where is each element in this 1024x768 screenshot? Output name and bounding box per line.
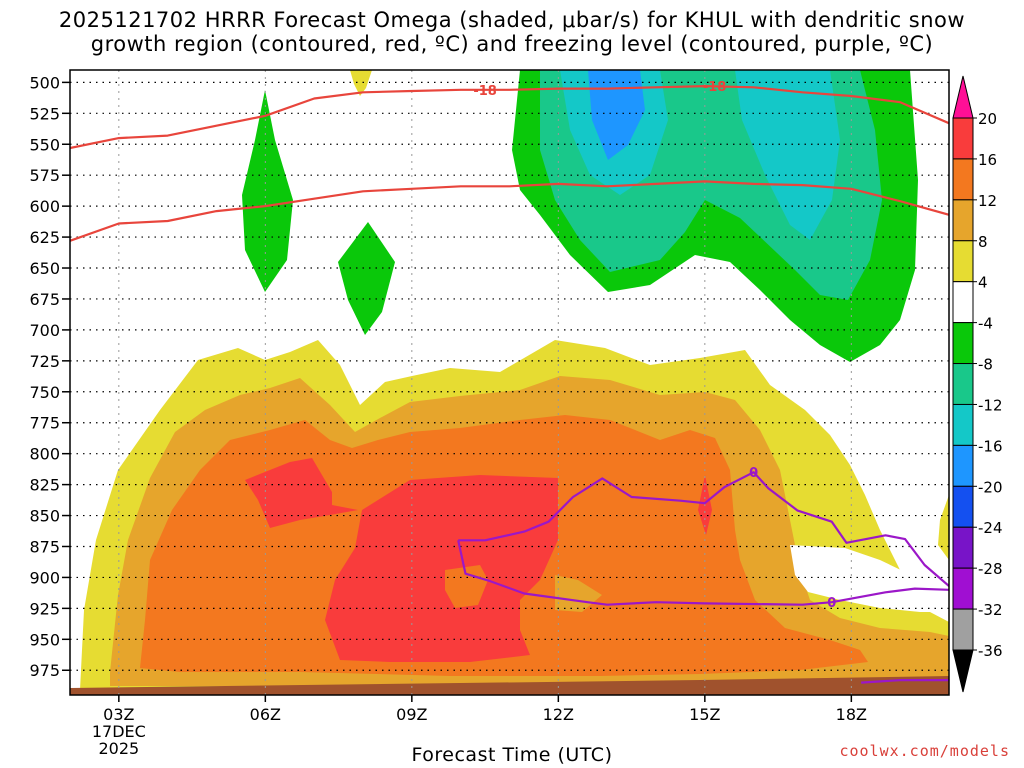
colorbar-swatch: [952, 117, 974, 160]
colorbar-swatch: [952, 240, 974, 283]
y-tick-label: 675: [29, 290, 60, 309]
omega-region-white-lower: [790, 545, 949, 612]
omega-yellow-edge: [938, 495, 949, 560]
omega-region-blue: [588, 70, 645, 160]
freezing-level-contour: [458, 471, 949, 587]
contour-lines: -18 -18 0 0: [70, 80, 949, 684]
chart-subtitle: growth region (contoured, red, ºC) and f…: [90, 32, 934, 56]
y-tick-label: 525: [29, 104, 60, 123]
y-tick-label: 875: [29, 537, 60, 556]
x-tick-label: 03Z: [103, 705, 134, 724]
y-tick-label: 650: [29, 259, 60, 278]
colorbar-swatch: [952, 403, 974, 446]
colorbar-swatch: [952, 526, 974, 569]
omega-small-green-2: [338, 222, 395, 335]
colorbar-swatch: [952, 485, 974, 528]
colorbar-label: 16: [978, 151, 997, 169]
colorbar-swatch: [952, 281, 974, 324]
colorbar: 20 16 12 8 4 -4 -8 -12 -16 -20 -24 -28 -32 -36: [952, 75, 1003, 693]
colorbar-swatch: [952, 322, 974, 365]
freezing-level-contour: [457, 540, 949, 606]
x-tick-label: 06Z: [250, 705, 281, 724]
plot-frame: [69, 69, 950, 696]
chart-title-block: 2025121702 HRRR Forecast Omega (shaded, …: [0, 8, 1024, 56]
colorbar-label: -4: [978, 315, 993, 333]
colorbar-swatch: [952, 363, 974, 405]
y-tick-label: 575: [29, 166, 60, 185]
colorbar-label: -12: [978, 396, 1003, 414]
y-tick-label: 625: [29, 228, 60, 247]
y-tick-label: 700: [29, 321, 60, 340]
y-tick-label: 550: [29, 135, 60, 154]
colorbar-label: -32: [978, 601, 1003, 619]
omega-small-yellow: [350, 70, 372, 96]
x-tick-label: 09Z: [396, 705, 427, 724]
colorbar-top-arrow: [952, 75, 974, 119]
omega-region-cyan-2: [735, 70, 840, 240]
colorbar-label: 12: [978, 192, 997, 210]
colorbar-bottom-arrow: [952, 649, 974, 693]
y-tick-label: 975: [29, 661, 60, 680]
y-tick-label: 925: [29, 599, 60, 618]
credit-text: coolwx.com/models: [839, 742, 1010, 760]
contour-label: 0: [827, 596, 836, 611]
colorbar-label: -16: [978, 437, 1003, 455]
y-tick-label: 900: [29, 568, 60, 587]
omega-region-red-1: [245, 458, 358, 528]
y-axis: 500 525 550 575 600 625 650 675 700 725 750 775 800 8…: [29, 73, 70, 680]
colorbar-label: -8: [978, 356, 993, 374]
x-date-sublabel: 17DEC: [92, 722, 146, 741]
freezing-level-contour: [861, 679, 949, 684]
chart-title: 2025121702 HRRR Forecast Omega (shaded, …: [58, 8, 966, 32]
omega-region-orange-hole: [445, 565, 488, 608]
y-tick-label: 750: [29, 383, 60, 402]
colorbar-swatch: [952, 158, 974, 201]
colorbar-label: -36: [978, 642, 1003, 660]
y-tick-label: 850: [29, 507, 60, 526]
omega-region-red-2: [325, 475, 558, 662]
x-axis-label: Forecast Time (UTC): [411, 744, 613, 766]
y-tick-label: 800: [29, 445, 60, 464]
colorbar-swatch: [952, 567, 974, 610]
x-tick-label: 18Z: [836, 705, 867, 724]
omega-small-green-1: [242, 90, 293, 292]
colorbar-swatch: [952, 608, 974, 651]
contour-label: 0: [749, 466, 758, 481]
colorbar-label: -24: [978, 519, 1003, 537]
y-tick-label: 775: [29, 414, 60, 433]
y-tick-label: 600: [29, 197, 60, 216]
colorbar-label: 8: [978, 233, 988, 251]
dendritic-contour: [70, 180, 949, 242]
colorbar-label: 4: [978, 274, 988, 292]
contour-label: -18: [703, 80, 727, 95]
colorbar-swatch: [952, 199, 974, 242]
x-tick-label: 15Z: [689, 705, 720, 724]
ground: [70, 676, 949, 695]
omega-shading: [70, 70, 949, 695]
y-tick-label: 950: [29, 630, 60, 649]
colorbar-label: -20: [978, 478, 1003, 496]
dendritic-contour: [70, 85, 949, 150]
x-tick-label: 12Z: [543, 705, 574, 724]
y-tick-label: 725: [29, 352, 60, 371]
contour-label: -18: [473, 84, 497, 99]
x-date-sublabel: 2025: [98, 739, 139, 758]
colorbar-swatch: [952, 444, 974, 487]
y-tick-label: 500: [29, 73, 60, 92]
colorbar-label: 20: [978, 110, 997, 128]
y-tick-label: 825: [29, 476, 60, 495]
colorbar-label: -28: [978, 560, 1003, 578]
